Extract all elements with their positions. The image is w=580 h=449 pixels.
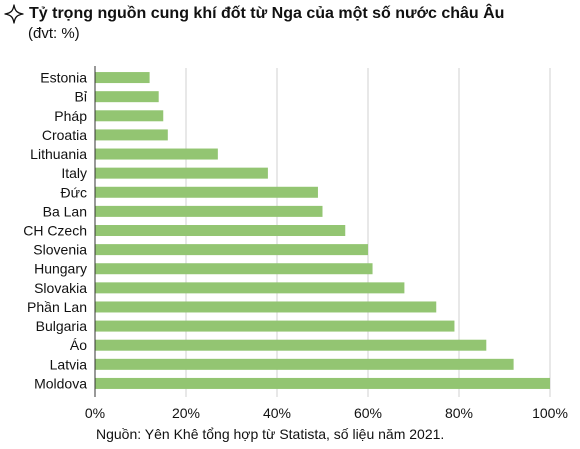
- bar: [95, 186, 318, 198]
- category-label: Pháp: [54, 108, 87, 124]
- category-label: Slovenia: [33, 242, 87, 258]
- title-row: Tỷ trọng nguồn cung khí đốt từ Nga của m…: [4, 4, 504, 24]
- category-label: Slovakia: [34, 280, 87, 296]
- category-label: Moldova: [34, 375, 87, 391]
- category-label: Italy: [61, 165, 87, 181]
- category-label: Lithuania: [30, 146, 87, 162]
- bar: [95, 320, 455, 332]
- bar: [95, 110, 164, 122]
- chart-subtitle: (đvt: %): [28, 25, 80, 42]
- category-label: Latvia: [50, 356, 88, 372]
- bar: [95, 72, 150, 84]
- category-label: Bỉ: [75, 89, 88, 105]
- x-tick-label: 40%: [263, 405, 291, 421]
- bar-chart: Estonia Bỉ Pháp Croatia Lithuania Italy Đức Ba …: [23, 66, 568, 421]
- bar: [95, 244, 368, 256]
- category-label: Phần Lan: [27, 299, 87, 315]
- bar: [95, 263, 373, 275]
- bar: [95, 282, 405, 294]
- source-note: Nguồn: Yên Khê tổng hợp từ Statista, số …: [96, 426, 445, 442]
- bar: [95, 301, 437, 313]
- x-tick-label: 20%: [172, 405, 200, 421]
- x-tick-label: 0%: [85, 405, 105, 421]
- category-label: Đức: [61, 184, 87, 200]
- bar: [95, 358, 514, 370]
- bar: [95, 148, 218, 160]
- category-label: Hungary: [34, 261, 87, 277]
- bar: [95, 225, 346, 236]
- bar: [95, 377, 550, 389]
- category-label: Estonia: [40, 70, 87, 86]
- chart-title: Tỷ trọng nguồn cung khí đốt từ Nga của m…: [29, 5, 505, 22]
- category-label: Bulgaria: [36, 318, 88, 334]
- bar: [95, 167, 268, 179]
- bar: [95, 91, 159, 103]
- bar: [95, 205, 323, 217]
- category-label: Áo: [70, 337, 87, 353]
- category-label: CH Czech: [23, 223, 87, 239]
- category-label: Croatia: [42, 127, 87, 143]
- x-tick-label: 100%: [532, 405, 568, 421]
- x-tick-label: 80%: [445, 405, 473, 421]
- bar: [95, 339, 487, 351]
- bar: [95, 129, 168, 141]
- x-tick-label: 60%: [354, 405, 382, 421]
- sparkle-star-icon: [4, 4, 24, 24]
- category-label: Ba Lan: [43, 203, 87, 219]
